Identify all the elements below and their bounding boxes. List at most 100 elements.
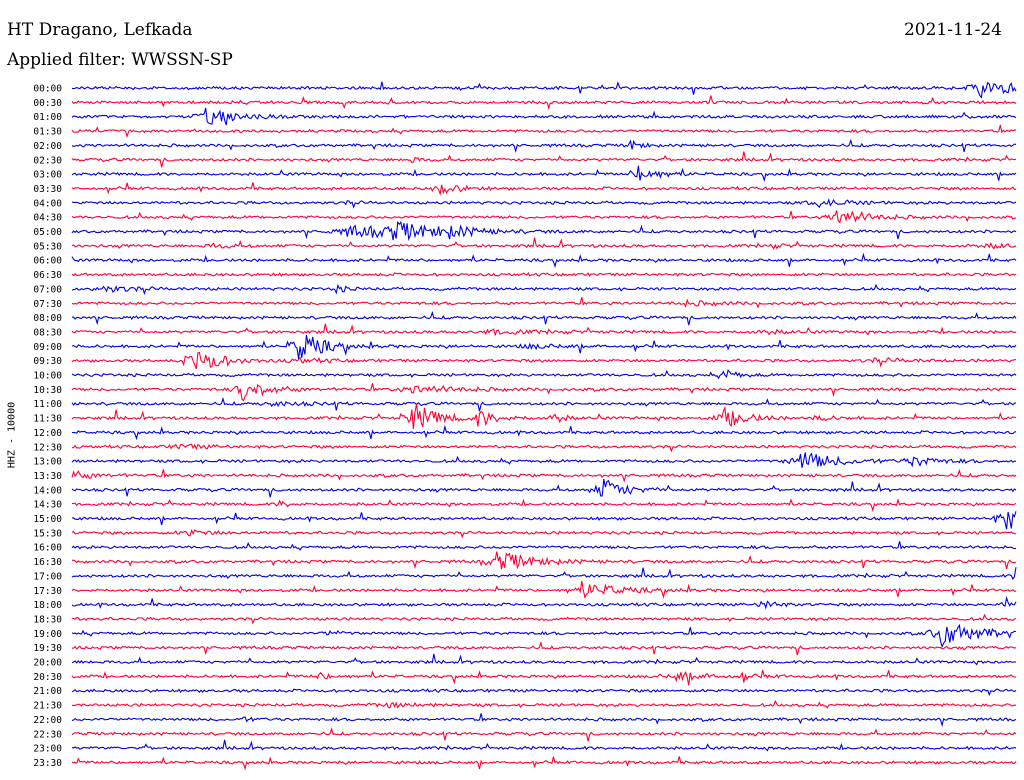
row-time-label: 15:30 xyxy=(33,528,62,539)
row-time-label: 11:00 xyxy=(33,399,62,410)
row-time-label: 12:30 xyxy=(33,442,62,453)
row-time-label: 03:00 xyxy=(33,170,62,181)
row-time-label: 08:30 xyxy=(33,327,62,338)
seismic-trace-0830 xyxy=(71,323,1017,337)
row-time-label: 20:00 xyxy=(33,658,62,669)
row-time-label: 14:00 xyxy=(33,485,62,496)
seismic-trace-2000 xyxy=(71,653,1017,666)
seismic-trace-1400 xyxy=(71,478,1017,498)
seismic-trace-0230 xyxy=(71,151,1017,168)
row-time-label: 11:30 xyxy=(33,414,62,425)
seismic-trace-1600 xyxy=(71,541,1017,551)
row-time-label: 18:00 xyxy=(33,600,62,611)
row-time-label: 22:00 xyxy=(33,715,62,726)
seismic-trace-1830 xyxy=(71,613,1017,625)
row-time-label: 08:00 xyxy=(33,313,62,324)
seismic-trace-0500 xyxy=(71,220,1017,242)
row-time-label: 07:00 xyxy=(33,284,62,295)
seismic-trace-0430 xyxy=(71,210,1017,224)
row-time-label: 14:30 xyxy=(33,500,62,511)
row-time-label: 10:00 xyxy=(33,371,62,382)
seismic-trace-2330 xyxy=(71,756,1017,771)
seismic-trace-2130 xyxy=(71,699,1017,709)
seismic-trace-1530 xyxy=(71,528,1017,539)
seismic-trace-1630 xyxy=(71,551,1017,570)
seismic-trace-1500 xyxy=(71,511,1017,530)
seismic-trace-1700 xyxy=(71,567,1017,581)
seismic-trace-0600 xyxy=(71,252,1017,269)
seismic-trace-1330 xyxy=(71,468,1017,484)
row-time-label: 17:00 xyxy=(33,571,62,582)
seismic-trace-1030 xyxy=(71,383,1017,402)
seismic-trace-0330 xyxy=(71,182,1016,197)
row-time-label: 22:30 xyxy=(33,729,62,740)
row-time-label: 00:30 xyxy=(33,98,62,109)
date-label: 2021-11-24 xyxy=(903,20,1002,40)
row-time-label: 19:00 xyxy=(33,629,62,640)
seismic-trace-1900 xyxy=(71,623,1017,649)
row-time-label: 03:30 xyxy=(33,184,62,195)
row-time-label: 01:00 xyxy=(33,112,62,123)
station-title: HT Dragano, Lefkada xyxy=(7,20,193,40)
seismic-trace-0530 xyxy=(71,237,1017,250)
seismic-trace-0200 xyxy=(71,138,1017,154)
seismic-trace-1800 xyxy=(71,595,1017,610)
row-time-label: 06:00 xyxy=(33,256,62,267)
seismic-trace-0630 xyxy=(71,272,1017,277)
row-time-label: 20:30 xyxy=(33,672,62,683)
seismic-trace-2300 xyxy=(71,739,1017,752)
row-time-label: 16:00 xyxy=(33,543,62,554)
row-time-label: 04:30 xyxy=(33,213,62,224)
row-time-label: 23:30 xyxy=(33,758,62,769)
seismic-trace-0730 xyxy=(71,297,1017,309)
row-time-label: 19:30 xyxy=(33,643,62,654)
row-time-label: 00:00 xyxy=(33,84,62,95)
filter-label: Applied filter: WWSSN-SP xyxy=(7,50,233,70)
row-time-label: 05:00 xyxy=(33,227,62,238)
seismic-trace-0900 xyxy=(71,334,1017,359)
row-time-label: 10:30 xyxy=(33,385,62,396)
seismic-trace-0930 xyxy=(71,351,1016,370)
seismic-trace-1430 xyxy=(71,498,1017,513)
seismic-trace-0100 xyxy=(71,107,1017,126)
seismic-trace-0300 xyxy=(71,165,1017,183)
row-time-label: 09:30 xyxy=(33,356,62,367)
seismic-trace-0400 xyxy=(71,198,1017,209)
seismic-trace-1300 xyxy=(71,452,1016,468)
seismic-trace-1200 xyxy=(71,424,1017,441)
seismic-trace-2100 xyxy=(71,688,1017,697)
seismic-trace-1130 xyxy=(71,403,1017,430)
seismic-trace-0800 xyxy=(71,310,1017,326)
seismic-trace-0000 xyxy=(71,81,1017,99)
seismic-trace-1930 xyxy=(71,640,1017,656)
row-time-label: 18:30 xyxy=(33,614,62,625)
row-time-label: 16:30 xyxy=(33,557,62,568)
seismic-trace-0130 xyxy=(71,124,1017,139)
row-time-label: 05:30 xyxy=(33,241,62,252)
row-time-label: 01:30 xyxy=(33,127,62,138)
row-time-label: 07:30 xyxy=(33,299,62,310)
row-time-label: 17:30 xyxy=(33,586,62,597)
row-time-label: 15:00 xyxy=(33,514,62,525)
seismic-trace-1100 xyxy=(71,396,1017,412)
seismic-trace-1730 xyxy=(71,581,1016,599)
seismic-trace-2030 xyxy=(71,669,1017,686)
seismic-trace-1230 xyxy=(71,443,1017,453)
row-time-label: 21:00 xyxy=(33,686,62,697)
row-time-label: 23:00 xyxy=(33,744,62,755)
row-time-label: 13:00 xyxy=(33,457,62,468)
row-time-label: 02:30 xyxy=(33,155,62,166)
row-time-label: 12:00 xyxy=(33,428,62,439)
seismic-trace-1000 xyxy=(71,369,1017,380)
seismic-trace-0700 xyxy=(71,283,1017,296)
seismic-trace-2230 xyxy=(71,727,1017,742)
row-time-label: 04:00 xyxy=(33,198,62,209)
row-time-label: 13:30 xyxy=(33,471,62,482)
row-time-label: 09:00 xyxy=(33,342,62,353)
row-time-label: 02:00 xyxy=(33,141,62,152)
seismic-trace-0030 xyxy=(71,95,1017,110)
seismic-trace-2200 xyxy=(71,713,1017,728)
row-time-label: 21:30 xyxy=(33,701,62,712)
row-time-label: 06:30 xyxy=(33,270,62,281)
